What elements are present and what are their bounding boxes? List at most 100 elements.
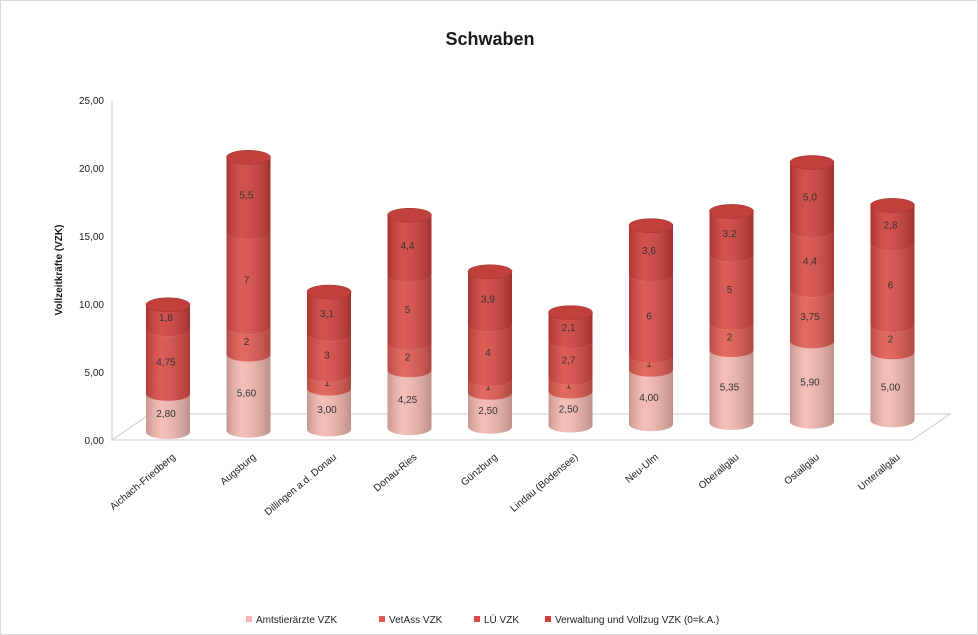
data-label: 5,0 (803, 193, 817, 204)
bar-segment-shade (709, 211, 754, 262)
bar-segment-shade (790, 290, 834, 349)
legend-swatch (474, 616, 480, 622)
bar-top-cap (709, 204, 754, 219)
bar-top-cap (387, 207, 432, 223)
legend-entry: Amtstierärzte VZK (256, 615, 337, 626)
bar-segment-shade (548, 377, 593, 399)
y-tick-label: 20,00 (79, 164, 104, 175)
bar-segment-shade (146, 329, 190, 401)
bar-segment-shade (468, 392, 512, 434)
x-tick-label: Dillingen a.d. Donau (263, 452, 339, 518)
data-label: 1,8 (159, 313, 173, 324)
data-label: 4 (485, 348, 491, 359)
bar-segment-shade (629, 369, 673, 432)
x-tick-label: Neu-Ulm (624, 452, 661, 486)
y-tick-label: 5,00 (85, 368, 105, 379)
legend-swatch (246, 616, 252, 622)
bar-segment-shade (709, 254, 754, 330)
bar-segment-shade (307, 334, 351, 382)
data-label: 3,75 (800, 312, 820, 323)
bar-segment-shade (387, 343, 432, 378)
x-tick-label: Lindau (Bodensee) (509, 452, 581, 515)
data-label: 4,4 (401, 241, 415, 252)
bar-segment-shade (226, 327, 271, 362)
data-label: 3,1 (320, 309, 334, 320)
bar-stack: 5,00 2 6 2,8 (870, 198, 915, 428)
bar-segment-shade (790, 230, 834, 298)
bar-segment-shade (709, 350, 754, 430)
y-tick-label: 10,00 (79, 300, 104, 311)
y-axis-label: Vollzeitkräfte (VZK) (54, 225, 65, 316)
bar-top-cap (306, 284, 352, 300)
data-label: 2 (888, 335, 894, 346)
data-label: 1 (566, 381, 572, 392)
data-label: 4,00 (639, 393, 659, 404)
bar-stack: 4,00 1 6 3,6 (628, 218, 674, 432)
data-label: 2,1 (562, 323, 576, 334)
data-label: 5 (405, 305, 411, 316)
bar-stack: 3,00 1 3 3,1 (306, 284, 352, 437)
data-label: 2 (405, 353, 411, 364)
bar-stack: 2,50 1 2,7 2,1 (548, 305, 593, 433)
data-label: 4,75 (156, 358, 176, 369)
bar-segment-shade (548, 391, 593, 433)
data-label: 3,2 (723, 229, 737, 240)
bar-segment-shade (870, 325, 915, 360)
data-label: 2,50 (559, 405, 579, 416)
bar-segment-shade (468, 324, 512, 387)
data-label: 4,25 (398, 395, 418, 406)
data-label: 1 (646, 359, 652, 370)
y-tick-label: 0,00 (85, 436, 105, 447)
data-label: 5 (727, 285, 733, 296)
bar-segment-shade (790, 341, 834, 429)
bar-segment-shade (226, 354, 271, 438)
bar-segment-shade (226, 157, 271, 240)
bar-segment-shade (387, 275, 432, 351)
data-label: 2,80 (156, 409, 176, 420)
x-tick-label: Unterallgäu (856, 452, 902, 493)
bar-segment-shade (387, 215, 432, 283)
bar-segment-shade (226, 232, 271, 335)
data-label: 3,00 (317, 405, 337, 416)
data-label: 2,7 (562, 356, 576, 367)
x-tick-label: Oberallgäu (697, 452, 742, 492)
x-tick-label: Ostallgäu (782, 452, 821, 488)
legend-swatch (379, 616, 385, 622)
bar-segment-shade (548, 341, 593, 385)
bar-stack: 5,60 2 7 5,5 (226, 150, 271, 438)
bar-stack: 2,50 1 4 3,9 (467, 264, 513, 434)
data-label: 5,00 (881, 382, 901, 393)
legend-swatch (545, 616, 551, 622)
bar-segment-shade (146, 393, 190, 439)
data-label: 5,90 (800, 377, 820, 388)
data-label: 4,4 (803, 256, 817, 267)
bar-stack: 5,35 2 5 3,2 (709, 204, 754, 430)
bar-segment-shade (870, 243, 915, 333)
bar-top-cap (548, 305, 593, 320)
bar-segment-shade (387, 370, 432, 436)
data-label: 3,6 (642, 246, 656, 257)
x-tick-label: Donau-Ries (372, 452, 420, 494)
data-label: 1 (324, 378, 330, 389)
bar-segment-shade (307, 292, 351, 342)
bar-top-cap (226, 150, 271, 165)
legend-entry: VetAss VZK (389, 615, 443, 626)
data-label: 6 (888, 280, 894, 291)
data-label: 3 (324, 351, 330, 362)
bar-segment-shade (468, 379, 512, 400)
data-label: 6 (646, 311, 652, 322)
y-tick-label: 15,00 (79, 232, 104, 243)
bar-top-cap (789, 155, 835, 170)
x-tick-label: Augsburg (219, 452, 259, 488)
data-label: 5,5 (240, 191, 254, 202)
bar-stack: 5,90 3,75 4,4 5,0 (789, 155, 835, 429)
bar-stack: 4,25 2 5 4,4 (387, 207, 432, 436)
chart-title: Schwaben (445, 29, 534, 49)
bar-stack: 2,8004,751,8 (145, 297, 191, 439)
bar-segment-shade (870, 205, 915, 251)
x-tick-label: Aichach-Friedberg (108, 452, 178, 513)
data-label: 3,9 (481, 294, 495, 305)
data-label: 2,50 (478, 406, 498, 417)
data-label: 2 (244, 337, 250, 348)
data-label: 2 (727, 333, 733, 344)
